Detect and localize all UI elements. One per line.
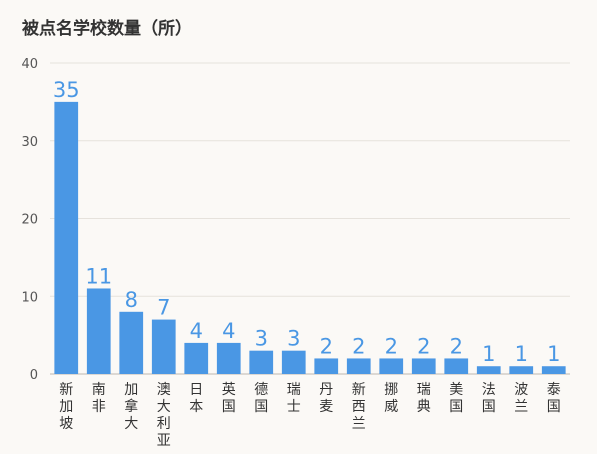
bar (379, 358, 404, 374)
data-label: 7 (157, 296, 170, 320)
bar (249, 350, 274, 374)
x-tick-label: 南非 (92, 382, 106, 415)
data-label: 11 (85, 264, 112, 288)
data-label: 3 (255, 327, 268, 351)
x-tick-label: 澳大利亚 (157, 382, 171, 449)
bar (541, 366, 566, 374)
y-tick-label: 0 (30, 368, 38, 383)
y-tick-label: 30 (21, 135, 38, 150)
y-tick-label: 40 (21, 57, 38, 72)
x-tick-label: 挪威 (384, 382, 398, 415)
x-tick-label: 泰国 (547, 382, 561, 415)
bar (119, 311, 144, 374)
bar (444, 358, 469, 374)
data-label: 2 (450, 334, 463, 358)
x-tick-label: 丹麦 (319, 382, 333, 415)
data-label: 8 (125, 288, 138, 312)
x-tick-label: 德国 (254, 382, 268, 415)
chart-title: 被点名学校数量（所） (22, 18, 192, 39)
x-tick-label: 新加坡 (59, 382, 73, 432)
bar (86, 288, 111, 374)
y-tick-label: 10 (21, 290, 38, 305)
x-tick-label: 法国 (482, 382, 496, 415)
bar (216, 342, 241, 374)
data-label: 2 (417, 334, 430, 358)
bar (346, 358, 371, 374)
data-label: 35 (53, 78, 80, 102)
bar (184, 342, 209, 374)
y-tick-label: 20 (21, 213, 38, 228)
bar (54, 101, 79, 374)
x-tick-label: 新西兰 (352, 382, 366, 432)
data-label: 1 (547, 342, 560, 366)
data-label: 2 (320, 334, 333, 358)
data-label: 1 (515, 342, 528, 366)
data-label: 4 (190, 319, 203, 343)
data-label: 4 (222, 319, 235, 343)
data-label: 2 (352, 334, 365, 358)
x-tick-label: 日本 (189, 382, 203, 415)
x-tick-label: 瑞典 (417, 382, 431, 415)
bar (476, 366, 501, 374)
bar (411, 358, 436, 374)
x-tick-label: 英国 (222, 381, 236, 415)
x-tick-label: 瑞士 (287, 382, 301, 415)
data-label: 2 (385, 334, 398, 358)
x-tick-label: 美国 (449, 382, 463, 415)
bars (54, 101, 566, 374)
bar (151, 319, 176, 374)
bar (281, 350, 306, 374)
bar (314, 358, 339, 374)
x-tick-label: 加拿大 (124, 382, 138, 432)
y-axis-ticks: 0 10 20 30 40 (21, 57, 38, 383)
bar (509, 366, 534, 374)
data-label: 1 (482, 342, 495, 366)
data-label: 3 (287, 327, 300, 351)
x-tick-label: 波兰 (514, 382, 528, 415)
